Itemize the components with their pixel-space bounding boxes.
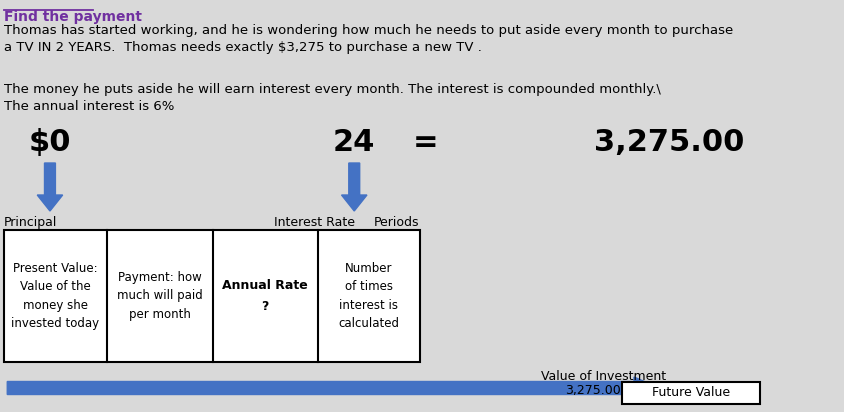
Text: Find the payment: Find the payment	[3, 10, 142, 24]
Text: Principal: Principal	[3, 216, 57, 229]
Bar	[3, 230, 419, 362]
Text: Future Value: Future Value	[652, 386, 729, 400]
Text: Thomas has started working, and he is wondering how much he needs to put aside e: Thomas has started working, and he is wo…	[3, 24, 732, 54]
Text: Periods: Periods	[374, 216, 419, 229]
FancyArrow shape	[8, 377, 658, 399]
Text: Interest Rate: Interest Rate	[274, 216, 354, 229]
Text: The money he puts aside he will earn interest every month. The interest is compo: The money he puts aside he will earn int…	[3, 83, 660, 113]
Text: $0: $0	[29, 128, 71, 157]
FancyArrow shape	[341, 163, 366, 211]
Text: 3,275.00: 3,275.00	[564, 384, 619, 397]
Text: 24: 24	[333, 128, 375, 157]
Text: =: =	[412, 128, 437, 157]
Bar	[621, 382, 760, 404]
Text: Number
of times
interest is
calculated: Number of times interest is calculated	[338, 262, 399, 330]
Text: 3,275.00: 3,275.00	[593, 128, 744, 157]
Text: Annual Rate
?: Annual Rate ?	[222, 279, 308, 313]
Text: Value of Investment: Value of Investment	[541, 370, 666, 383]
FancyArrow shape	[37, 163, 62, 211]
Text: Present Value:
Value of the
money she
invested today: Present Value: Value of the money she in…	[11, 262, 100, 330]
Text: Payment: how
much will paid
per month: Payment: how much will paid per month	[116, 271, 203, 321]
